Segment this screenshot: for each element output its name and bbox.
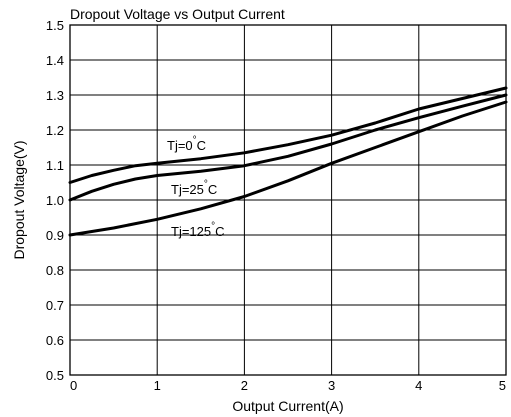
series-line-tj0 <box>68 86 508 184</box>
y-tick-label: 0.9 <box>46 228 64 243</box>
y-tick-label: 0.6 <box>46 333 64 348</box>
y-tick-label: 1.5 <box>46 18 64 33</box>
x-tick-labels: 0 1 2 3 4 5 <box>70 378 506 393</box>
x-tick-label: 0 <box>70 378 77 393</box>
grid <box>70 25 506 375</box>
x-axis-label: Output Current(A) <box>232 398 343 414</box>
y-tick-label: 1.2 <box>46 123 64 138</box>
chart-title: Dropout Voltage vs Output Current <box>70 6 285 22</box>
x-tick-label: 4 <box>415 378 422 393</box>
series-line-tj25 <box>68 93 508 202</box>
y-tick-labels: 0.5 0.6 0.7 0.8 0.9 1.0 1.1 1.2 1.3 1.4 1.5 <box>46 18 64 383</box>
x-tick-label: 2 <box>241 378 248 393</box>
y-tick-label: 1.1 <box>46 158 64 173</box>
y-axis-label: Dropout Voltage(V) <box>11 140 27 259</box>
y-tick-label: 0.7 <box>46 298 64 313</box>
x-tick-label: 5 <box>499 378 506 393</box>
y-tick-label: 1.3 <box>46 88 64 103</box>
y-tick-label: 0.8 <box>46 263 64 278</box>
x-tick-label: 3 <box>328 378 335 393</box>
series-label-tj25: Tj=25°C <box>171 179 217 197</box>
x-tick-label: 1 <box>154 378 161 393</box>
series-label-tj0: Tj=0°C <box>167 135 206 153</box>
series-lines <box>68 86 508 237</box>
series-line-tj125 <box>68 100 508 237</box>
series-label-tj125: Tj=125°C <box>171 221 225 239</box>
y-tick-label: 1.0 <box>46 193 64 208</box>
y-tick-label: 1.4 <box>46 53 64 68</box>
y-tick-label: 0.5 <box>46 368 64 383</box>
series-labels: Tj=0°C Tj=25°C Tj=125°C <box>167 135 225 239</box>
